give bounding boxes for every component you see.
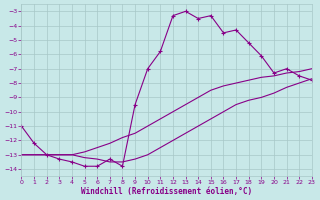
X-axis label: Windchill (Refroidissement éolien,°C): Windchill (Refroidissement éolien,°C) — [81, 187, 252, 196]
